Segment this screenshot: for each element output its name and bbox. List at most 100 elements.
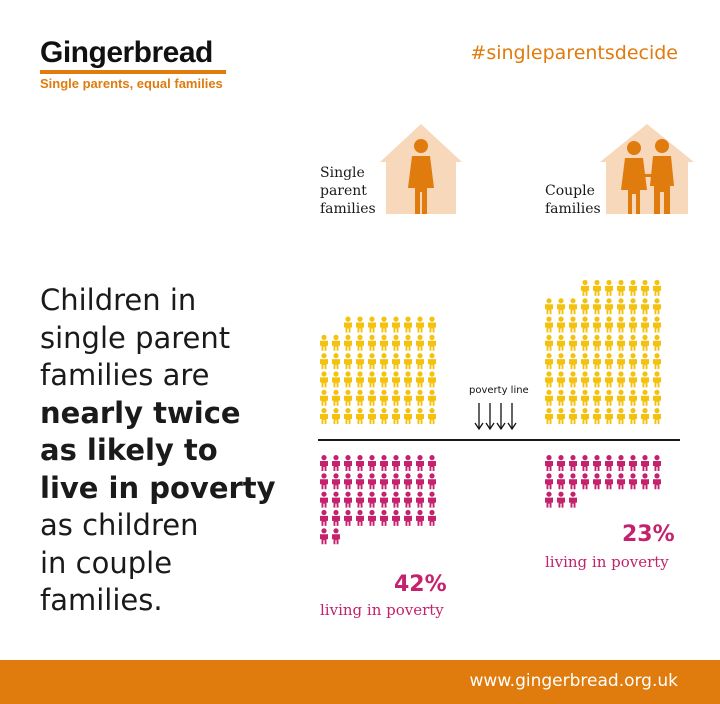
single-parent-above-figure: [356, 389, 364, 406]
single-parent-above-figure: [416, 316, 424, 333]
single-parent-poverty-figure: [320, 491, 328, 508]
couple-above-figure: [557, 316, 565, 333]
couple-above-figure: [605, 298, 613, 315]
headline-line: families are: [40, 358, 210, 392]
single-parent-poverty-figure: [320, 509, 328, 526]
couple-above-figure: [629, 279, 637, 296]
couple-above-figure: [557, 408, 565, 424]
single-parent-above-figure: [332, 408, 340, 424]
couple-above-figure: [653, 334, 661, 351]
single-parent-above-figure: [392, 371, 400, 388]
single-parent-above-figure: [392, 389, 400, 406]
couple-above-figure: [569, 353, 577, 370]
single-parent-above-figure: [320, 371, 328, 388]
couple-above-figure: [581, 353, 589, 370]
single-parent-above-figure: [356, 408, 364, 424]
couple-above-figure: [545, 408, 553, 424]
couple-above-figure: [581, 279, 589, 296]
single-parent-above-figure: [404, 316, 412, 333]
couple-above-figure: [545, 353, 553, 370]
single-parent-above-figure: [344, 371, 352, 388]
headline-line: as children: [40, 508, 199, 542]
headline-line: families.: [40, 583, 163, 617]
single-parent-poverty-figure: [368, 455, 376, 471]
single-parent-above-figure: [416, 353, 424, 370]
couple-above-figure: [641, 389, 649, 406]
couple-label-line: families: [545, 201, 601, 217]
single-parent-poverty-figure: [392, 455, 400, 471]
logo-underline: [40, 70, 226, 74]
couple-above-figure: [545, 316, 553, 333]
couple-above-figure: [593, 353, 601, 370]
couple-poverty-figure: [545, 491, 553, 508]
website-link[interactable]: www.gingerbread.org.uk: [469, 671, 678, 691]
couple-poverty-figure: [617, 455, 625, 471]
couple-above-figure: [629, 408, 637, 424]
single-parent-poverty-figure: [416, 491, 424, 508]
single-parent-poverty-figure: [344, 509, 352, 526]
couple-above-figure: [617, 389, 625, 406]
single-parent-above-figure: [380, 334, 388, 351]
single-parent-poverty-figure: [392, 509, 400, 526]
couple-poverty-figure: [641, 455, 649, 471]
single-parent-above-figure: [320, 353, 328, 370]
single-parent-poverty-figure: [332, 455, 340, 471]
couple-above-figure: [545, 371, 553, 388]
single-parent-above-figure: [428, 334, 436, 351]
single-parent-label-line: Single: [320, 165, 365, 181]
single-parent-above-figure: [428, 389, 436, 406]
couple-poverty-figure: [653, 473, 661, 490]
single-parent-above-figure: [344, 389, 352, 406]
couple-above-figure: [593, 371, 601, 388]
single-parent-poverty-figure: [368, 473, 376, 490]
single-parent-above-figure: [380, 408, 388, 424]
couple-above-figure: [581, 316, 589, 333]
single-parent-above-figure: [332, 371, 340, 388]
couple-above-figure: [605, 353, 613, 370]
single-parent-poverty-figure: [428, 509, 436, 526]
single-parent-above-figure: [344, 334, 352, 351]
single-parent-poverty-figure: [404, 473, 412, 490]
single-parent-above-figure: [380, 316, 388, 333]
headline-line-bold: live in poverty: [40, 470, 276, 505]
single-parent-poverty-figure: [380, 509, 388, 526]
single-parent-percent: 42%: [394, 572, 447, 597]
single-parent-poverty-figure: [380, 473, 388, 490]
couple-label: Couple families: [545, 182, 601, 218]
couple-above-figure: [593, 334, 601, 351]
pictogram-chart: [318, 124, 694, 545]
single-parent-poverty-figure: [368, 491, 376, 508]
single-parent-poverty-figure: [404, 455, 412, 471]
couple-poverty-figure: [557, 455, 565, 471]
couple-poverty-figure: [545, 455, 553, 471]
couple-above-figure: [617, 334, 625, 351]
couple-above-figure: [581, 389, 589, 406]
single-parent-above-figure: [416, 389, 424, 406]
single-parent-above-figure: [404, 408, 412, 424]
couple-poverty-figure: [545, 473, 553, 490]
couple-above-figure: [581, 408, 589, 424]
single-parent-above-figure: [356, 353, 364, 370]
couple-above-figure: [629, 334, 637, 351]
couple-above-figure: [593, 389, 601, 406]
couple-above-figure: [569, 408, 577, 424]
headline-line: in couple: [40, 545, 173, 580]
couple-poverty-figure: [557, 473, 565, 490]
brand-name: Gingerbread: [40, 36, 213, 69]
hashtag: #singleparentsdecide: [470, 42, 678, 64]
couple-above-figure: [617, 408, 625, 424]
gingerbread-logo[interactable]: Gingerbread Single parents, equal famili…: [40, 36, 226, 91]
single-parent-above-figure: [428, 408, 436, 424]
single-parent-house-icon: [380, 124, 462, 214]
single-parent-label-line: families: [320, 201, 376, 217]
couple-poverty-figure: [653, 455, 661, 471]
brand-tagline: Single parents, equal families: [40, 76, 223, 91]
couple-above-figure: [581, 298, 589, 315]
single-parent-poverty-figure: [344, 455, 352, 471]
couple-above-figure: [617, 279, 625, 296]
couple-poverty-figure: [557, 491, 565, 508]
couple-poverty-figure: [629, 473, 637, 490]
single-parent-poverty-figure: [416, 455, 424, 471]
single-parent-above-figure: [392, 408, 400, 424]
couple-above-figure: [545, 334, 553, 351]
